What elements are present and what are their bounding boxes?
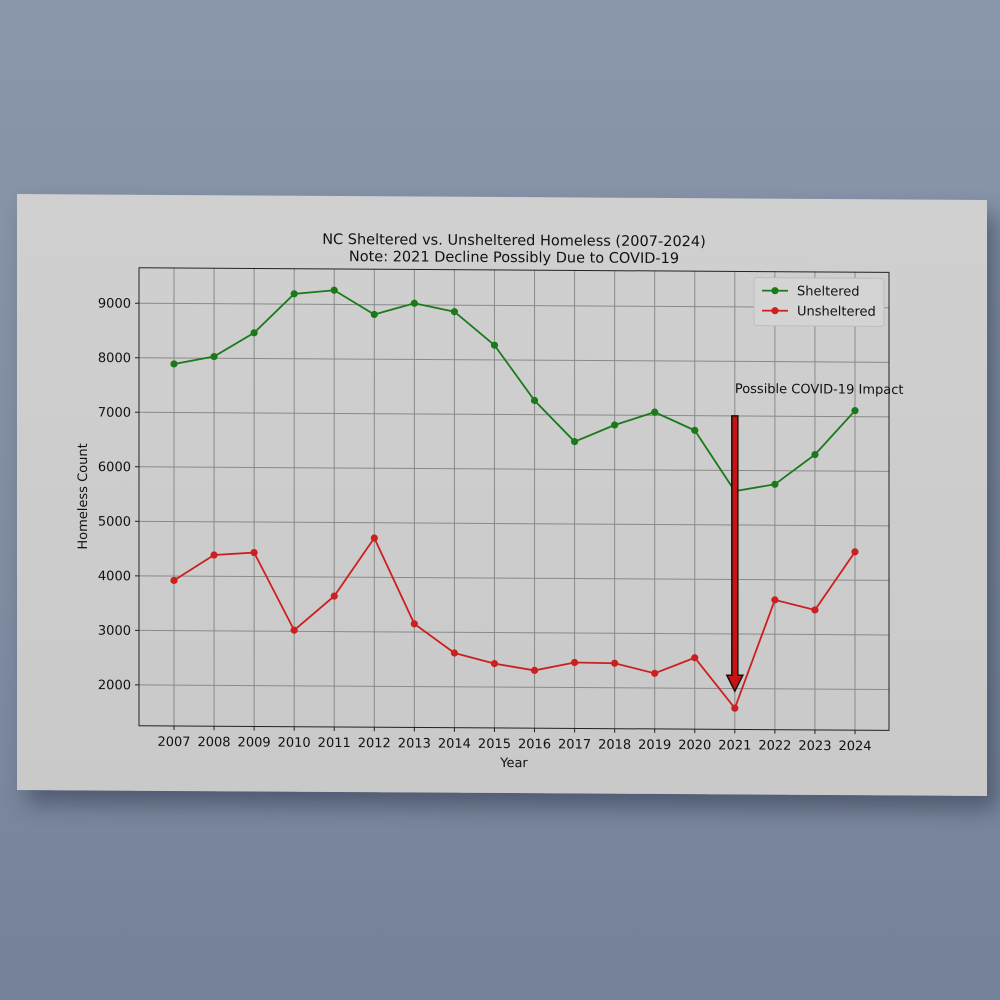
sheltered-point — [170, 360, 178, 368]
gridline-y — [139, 684, 889, 690]
sheltered-point — [651, 408, 659, 416]
unsheltered-point — [530, 666, 539, 675]
x-tick-label: 2008 — [198, 735, 231, 750]
gridline-y — [139, 357, 889, 363]
y-tick-label: 2000 — [98, 678, 131, 693]
unsheltered-point — [611, 659, 619, 667]
sheltered-point — [570, 438, 579, 446]
unsheltered-point — [330, 592, 338, 600]
unsheltered-point — [811, 606, 819, 614]
x-tick-label: 2018 — [598, 738, 631, 753]
y-tick-label: 7000 — [98, 406, 131, 421]
unsheltered-point — [250, 548, 258, 557]
sheltered-point — [611, 421, 619, 429]
x-tick-label: 2007 — [157, 735, 190, 750]
unsheltered-point — [210, 551, 218, 559]
x-tick-label: 2012 — [358, 736, 391, 751]
unsheltered-point — [851, 548, 859, 556]
covid-annotation-label: Possible COVID-19 Impact — [735, 382, 904, 398]
sheltered-point — [330, 286, 338, 294]
y-tick-label: 3000 — [98, 624, 131, 639]
sheltered-point — [250, 329, 258, 337]
chart-subtitle: Note: 2021 Decline Possibly Due to COVID… — [349, 249, 679, 267]
gridline-y — [139, 411, 889, 418]
sheltered-point — [370, 310, 378, 319]
x-tick-label: 2024 — [838, 739, 871, 754]
sheltered-point — [490, 341, 499, 349]
unsheltered-point — [651, 669, 659, 677]
x-tick-label: 2022 — [758, 739, 791, 754]
legend-sheltered-marker — [771, 287, 779, 295]
unsheltered-point — [170, 576, 178, 585]
sheltered-point — [450, 308, 459, 316]
x-axis: 2007 2008 2009 2010 2011 2012 2013 2014 2015 2016… — [157, 725, 872, 754]
y-tick-label: 8000 — [98, 351, 131, 366]
unsheltered-point — [771, 596, 779, 604]
x-tick-label: 2013 — [398, 736, 431, 751]
x-tick-label: 2015 — [478, 737, 511, 752]
covid-annotation: Possible COVID-19 Impact — [725, 382, 904, 693]
x-tick-label: 2011 — [318, 736, 351, 751]
y-tick-label: 5000 — [98, 515, 131, 530]
y-axis-label: Homeless Count — [76, 443, 91, 549]
sheltered-point — [410, 299, 418, 307]
gridline-y — [139, 520, 889, 527]
x-tick-label: 2014 — [438, 737, 471, 752]
legend-unsheltered-marker — [771, 307, 779, 315]
unsheltered-line — [173, 536, 856, 710]
unsheltered-point — [691, 654, 699, 662]
sheltered-point — [771, 480, 779, 488]
unsheltered-point — [290, 626, 298, 634]
unsheltered-point — [370, 534, 378, 542]
unsheltered-point — [570, 658, 579, 667]
sheltered-point — [811, 450, 819, 459]
y-tick-label: 9000 — [98, 296, 131, 311]
series-points — [170, 286, 859, 712]
chart-title: NC Sheltered vs. Unsheltered Homeless (2… — [322, 232, 706, 250]
unsheltered-point — [450, 649, 459, 657]
unsheltered-point — [410, 620, 418, 628]
sheltered-point — [290, 290, 298, 298]
line-chart: NC Sheltered vs. Unsheltered Homeless (2… — [76, 232, 904, 771]
sheltered-point — [210, 352, 218, 361]
chart-card: NC Sheltered vs. Unsheltered Homeless (2… — [17, 194, 987, 796]
y-axis: 2000 3000 4000 5000 6000 7000 8000 9000 — [98, 296, 139, 693]
x-tick-label: 2021 — [718, 738, 751, 753]
covid-arrow — [725, 415, 745, 693]
x-tick-label: 2009 — [238, 735, 271, 750]
x-tick-label: 2010 — [278, 736, 311, 751]
series-lines — [173, 289, 856, 710]
unsheltered-point — [490, 660, 499, 668]
x-tick-label: 2017 — [558, 737, 591, 752]
unsheltered-point — [731, 704, 739, 712]
y-tick-label: 4000 — [98, 569, 131, 584]
sheltered-point — [851, 407, 859, 415]
plot-area-frame — [138, 267, 890, 731]
legend-box — [753, 277, 885, 327]
legend-sheltered-label: Sheltered — [797, 284, 860, 299]
sheltered-line — [173, 289, 856, 493]
legend-unsheltered-label: Unsheltered — [797, 304, 876, 319]
x-tick-label: 2016 — [518, 737, 551, 752]
sheltered-point — [691, 426, 699, 434]
x-tick-label: 2020 — [678, 738, 711, 753]
gridline-y — [139, 629, 889, 636]
gridline-y — [139, 466, 889, 472]
sheltered-point — [530, 396, 539, 405]
y-tick-label: 6000 — [98, 460, 131, 475]
x-tick-label: 2023 — [798, 739, 831, 754]
x-tick-label: 2019 — [638, 738, 671, 753]
gridline-y — [139, 575, 889, 581]
x-axis-label: Year — [499, 756, 528, 771]
grid — [139, 267, 889, 731]
legend: Sheltered Unsheltered — [753, 277, 885, 327]
